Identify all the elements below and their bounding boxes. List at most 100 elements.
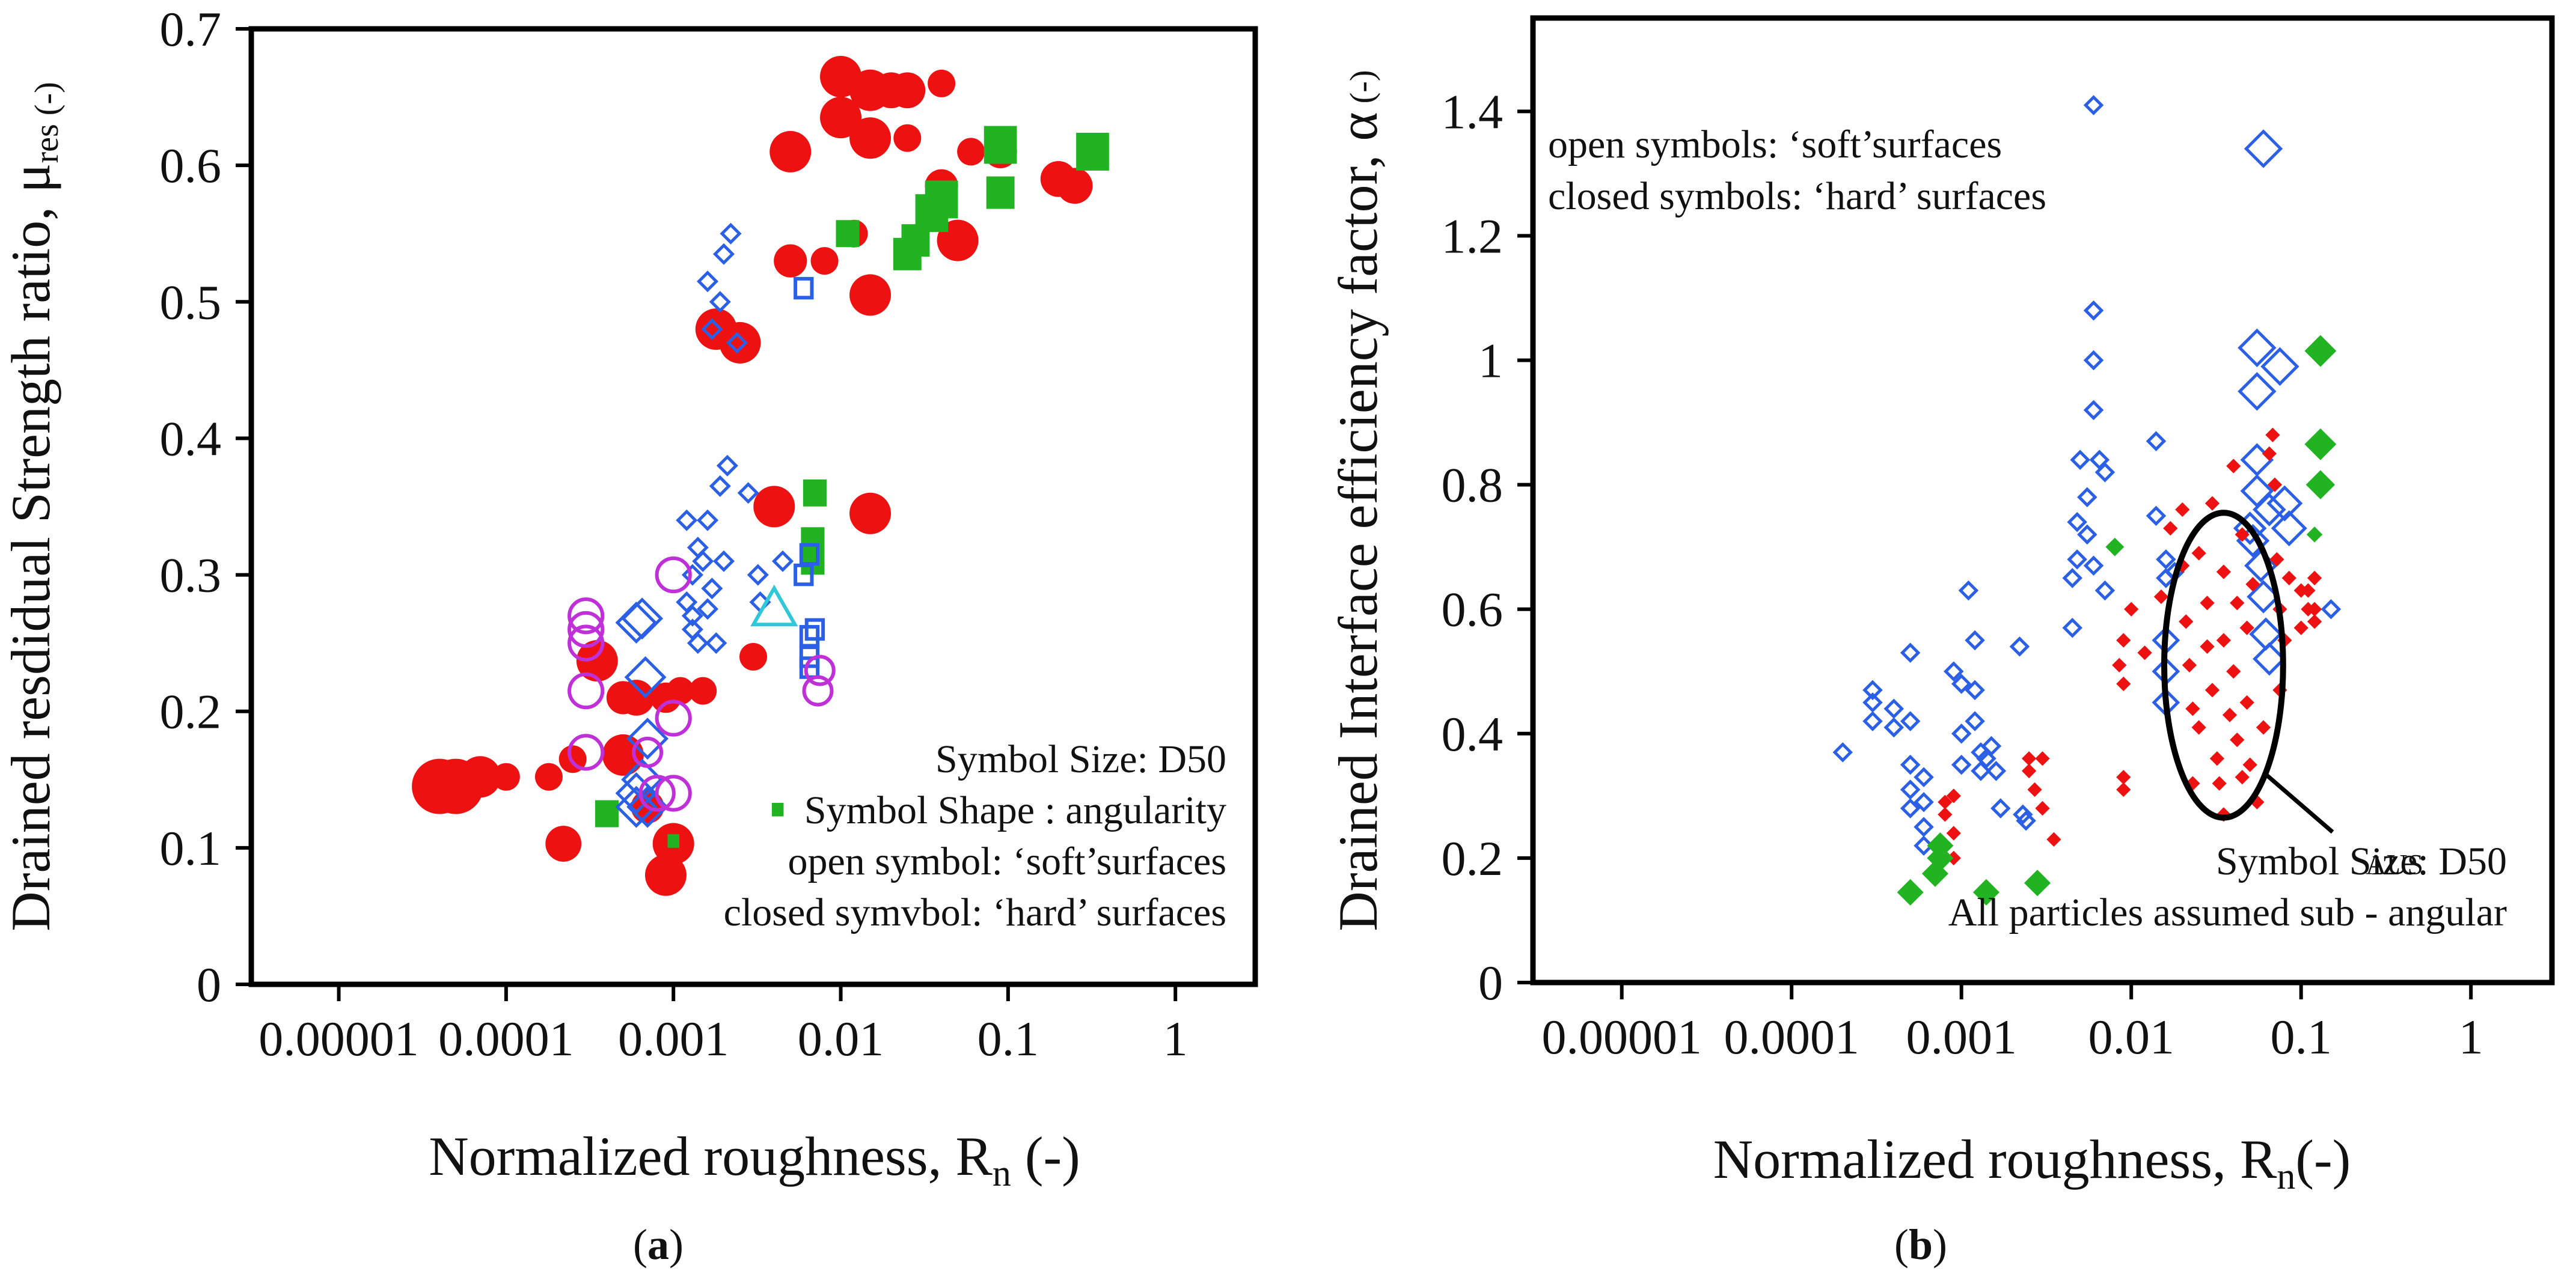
chart-b-point-2-57 [2281,570,2296,586]
chart-a-point-1-1 [667,834,679,848]
chart-a-point-3-24 [681,605,703,627]
chart-a-x-axis-title-unit: (-) [1011,1126,1080,1187]
chart-b-aus-ellipse [2161,510,2286,821]
chart-a-y-axis-title: Drained resdidual Strength ratio, μres (… [0,82,66,931]
chart-b-point-1-3 [2233,511,2267,545]
chart-b-notes-bottom: Symbol Size: D50 All particles assumed s… [1948,840,2507,934]
chart-a-point-3-9 [705,632,727,654]
chart-a-note-symbol-shape: Symbol Shape : angularity [804,788,1226,832]
chart-b-y-tick-label-7: 1.4 [1442,84,1504,139]
chart-a-point-6-0 [750,584,798,627]
chart-a-point-3-18 [716,454,738,477]
chart-b-caption-letter: b [1909,1221,1933,1269]
chart-a-point-3-22 [771,550,794,572]
chart-b-point-0-42 [2083,400,2104,421]
chart-a-point-0-4 [534,763,563,791]
chart-b-y-tick-label-1: 0.2 [1442,831,1504,886]
chart-b: AUS 0.00001 0.0001 0.001 0.01 0.1 1 0 0.2 0.4 0.6… [1327,15,2555,1269]
chart-b-point-2-40 [2230,596,2245,611]
chart-b-point-2-50 [2262,446,2277,461]
chart-b-point-2-32 [2209,751,2225,766]
chart-a-point-5-2 [568,624,605,662]
chart-b-point-2-59 [2293,620,2308,635]
chart-a-y-tick-label-6: 0.6 [160,138,222,193]
chart-b-point-0-34 [2067,549,2087,570]
chart-a-point-3-2 [687,632,709,654]
chart-b-x-axis-title: Normalized roughness, Rn(-) [1713,1129,2351,1197]
chart-a-ticks: 0.00001 0.0001 0.001 0.01 0.1 1 0 0.1 0.2 0.3 0.4 0… [160,2,1188,1066]
chart-a-point-0-18 [719,322,761,364]
chart-b-point-2-37 [2222,707,2238,722]
chart-b-x-axis-title-unit: (-) [2295,1129,2351,1190]
chart-b-point-0-41 [2083,300,2104,321]
chart-b-point-2-44 [2239,620,2254,635]
chart-a-point-3-11 [696,270,719,293]
chart-b-point-2-52 [2267,477,2283,492]
chart-b-point-2-46 [2242,757,2257,772]
chart-a-point-5-8 [655,556,692,594]
chart-b-point-0-7 [1900,711,1921,731]
chart-b-aus-leader-line [2265,773,2334,834]
chart-b-y-tick-label-0: 0 [1478,956,1503,1010]
chart-a-point-4-2 [624,656,667,698]
chart-b-point-2-49 [2256,720,2271,735]
chart-a-caption-close: ) [669,1221,684,1269]
chart-a-point-3-5 [701,578,723,600]
chart-b-point-2-12 [2116,633,2131,648]
chart-a-point-0-20 [753,486,795,528]
chart-a-point-3-6 [696,509,719,531]
chart-a-point-3-3 [692,550,714,572]
chart-b-point-2-9 [2046,832,2061,847]
chart-b-point-0-1 [1862,680,1883,701]
chart-a-point-0-2 [459,756,501,798]
chart-b-y-axis-title: Drained Interface efficiency factor, α (… [1327,70,1389,931]
chart-a-x-tick-label-4: 0.1 [977,1011,1039,1066]
chart-a-point-3-12 [701,318,723,340]
chart-a-point-3-15 [720,222,742,245]
chart-a-point-1-13 [1076,132,1109,171]
chart-b-point-0-38 [2077,524,2097,545]
chart-b-point-2-17 [2137,645,2152,660]
chart-a-point-0-22 [769,130,812,172]
chart-b-point-1-14 [2253,493,2286,526]
chart-b-point-0-4 [1883,698,1904,719]
chart-b-point-1-8 [2238,372,2277,411]
chart-a-x-axis-title-sub: n [993,1153,1011,1194]
chart-b-point-1-10 [2244,549,2278,583]
chart-b-point-2-22 [2179,614,2194,629]
chart-b-point-3-0 [1897,879,1924,906]
chart-a-point-2-1 [799,625,820,648]
chart-b-point-0-39 [2083,555,2104,576]
chart-b-point-2-34 [2216,564,2232,579]
chart-b-point-0-36 [2070,450,2090,470]
chart-b-point-2-19 [2163,520,2178,536]
chart-b-point-2-25 [2185,776,2200,791]
chart-b-point-2-20 [2175,502,2190,517]
chart-b-point-2-62 [2307,614,2322,629]
chart-b-y-tick-label-3: 0.6 [1442,582,1504,637]
chart-b-note-open-symbols: open symbols: ‘soft’surfaces [1548,123,2002,166]
chart-b-point-0-37 [2077,487,2097,508]
chart-b-point-0-18 [1951,754,1972,775]
chart-a-x-tick-label-5: 1 [1163,1011,1188,1066]
chart-b-point-2-63 [2307,570,2322,586]
chart-a-point-0-3 [492,763,520,791]
chart-b-point-0-21 [1965,680,1985,701]
chart-a-point-2-6 [794,276,814,300]
chart-b-caption: (b) [1894,1221,1947,1269]
chart-b-point-1-5 [2240,474,2274,508]
chart-a-point-5-5 [638,775,676,812]
chart-b-point-3-1 [1921,860,1949,887]
chart-a-point-1-4 [801,527,825,555]
chart-a-point-0-33 [893,124,922,152]
chart-b-x-tick-label-0: 0.00001 [1541,1010,1702,1064]
chart-b-point-0-3 [1862,711,1883,731]
chart-b-point-2-11 [2112,657,2127,673]
chart-a-point-3-10 [712,550,735,572]
chart-b-x-tick-label-3: 0.01 [2088,1010,2174,1064]
chart-b-point-0-9 [1900,779,1921,800]
chart-a-point-2-5 [799,543,820,566]
chart-a-point-1-0 [595,800,619,827]
chart-a-point-1-10 [925,180,958,219]
